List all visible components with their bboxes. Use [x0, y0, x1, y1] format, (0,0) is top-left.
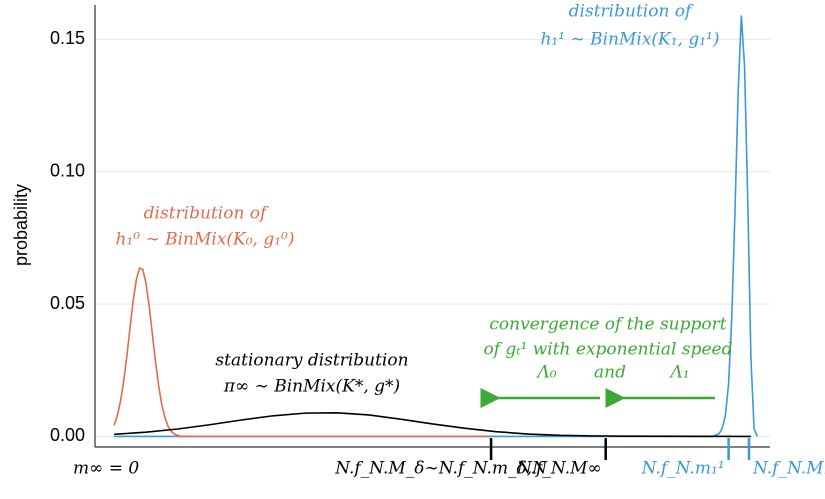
series-line: [113, 266, 490, 438]
series-line: [114, 15, 759, 438]
x-tick-label: N.f_N.M∞: [516, 459, 602, 479]
annotation: Λ₀: [535, 363, 556, 383]
annotation: π∞ ∼ BinMix(K*, g*): [223, 377, 400, 397]
annotation: of gₜ¹ with exponential speed: [484, 340, 733, 360]
annotation: and: [594, 363, 626, 383]
annotation: Λ₁: [668, 363, 689, 383]
annotation: distribution of: [569, 2, 694, 22]
x-tick-label: N.f_N.M_δ∼N.f_N.m_δ,N: [334, 459, 548, 479]
x-tick-label: m∞ = 0: [73, 459, 139, 479]
annotation: distribution of: [144, 204, 269, 224]
x-tick-label: N.f_N.M₁¹: [752, 459, 825, 479]
annotation: convergence of the support: [489, 315, 726, 335]
y-tick-label: 0.15: [50, 28, 85, 48]
series-line: [114, 412, 751, 438]
y-tick-label: 0.00: [50, 425, 85, 445]
y-axis-label: probability: [11, 184, 31, 266]
annotation: h₁⁰ ∼ BinMix(K₀, g₁⁰): [115, 230, 294, 250]
annotation: h₁¹ ∼ BinMix(K₁, g₁¹): [540, 30, 719, 50]
annotation: stationary distribution: [215, 351, 408, 371]
y-tick-label: 0.05: [50, 293, 85, 313]
x-tick-label: N.f_N.m₁¹: [641, 459, 725, 479]
y-tick-label: 0.10: [50, 160, 85, 180]
